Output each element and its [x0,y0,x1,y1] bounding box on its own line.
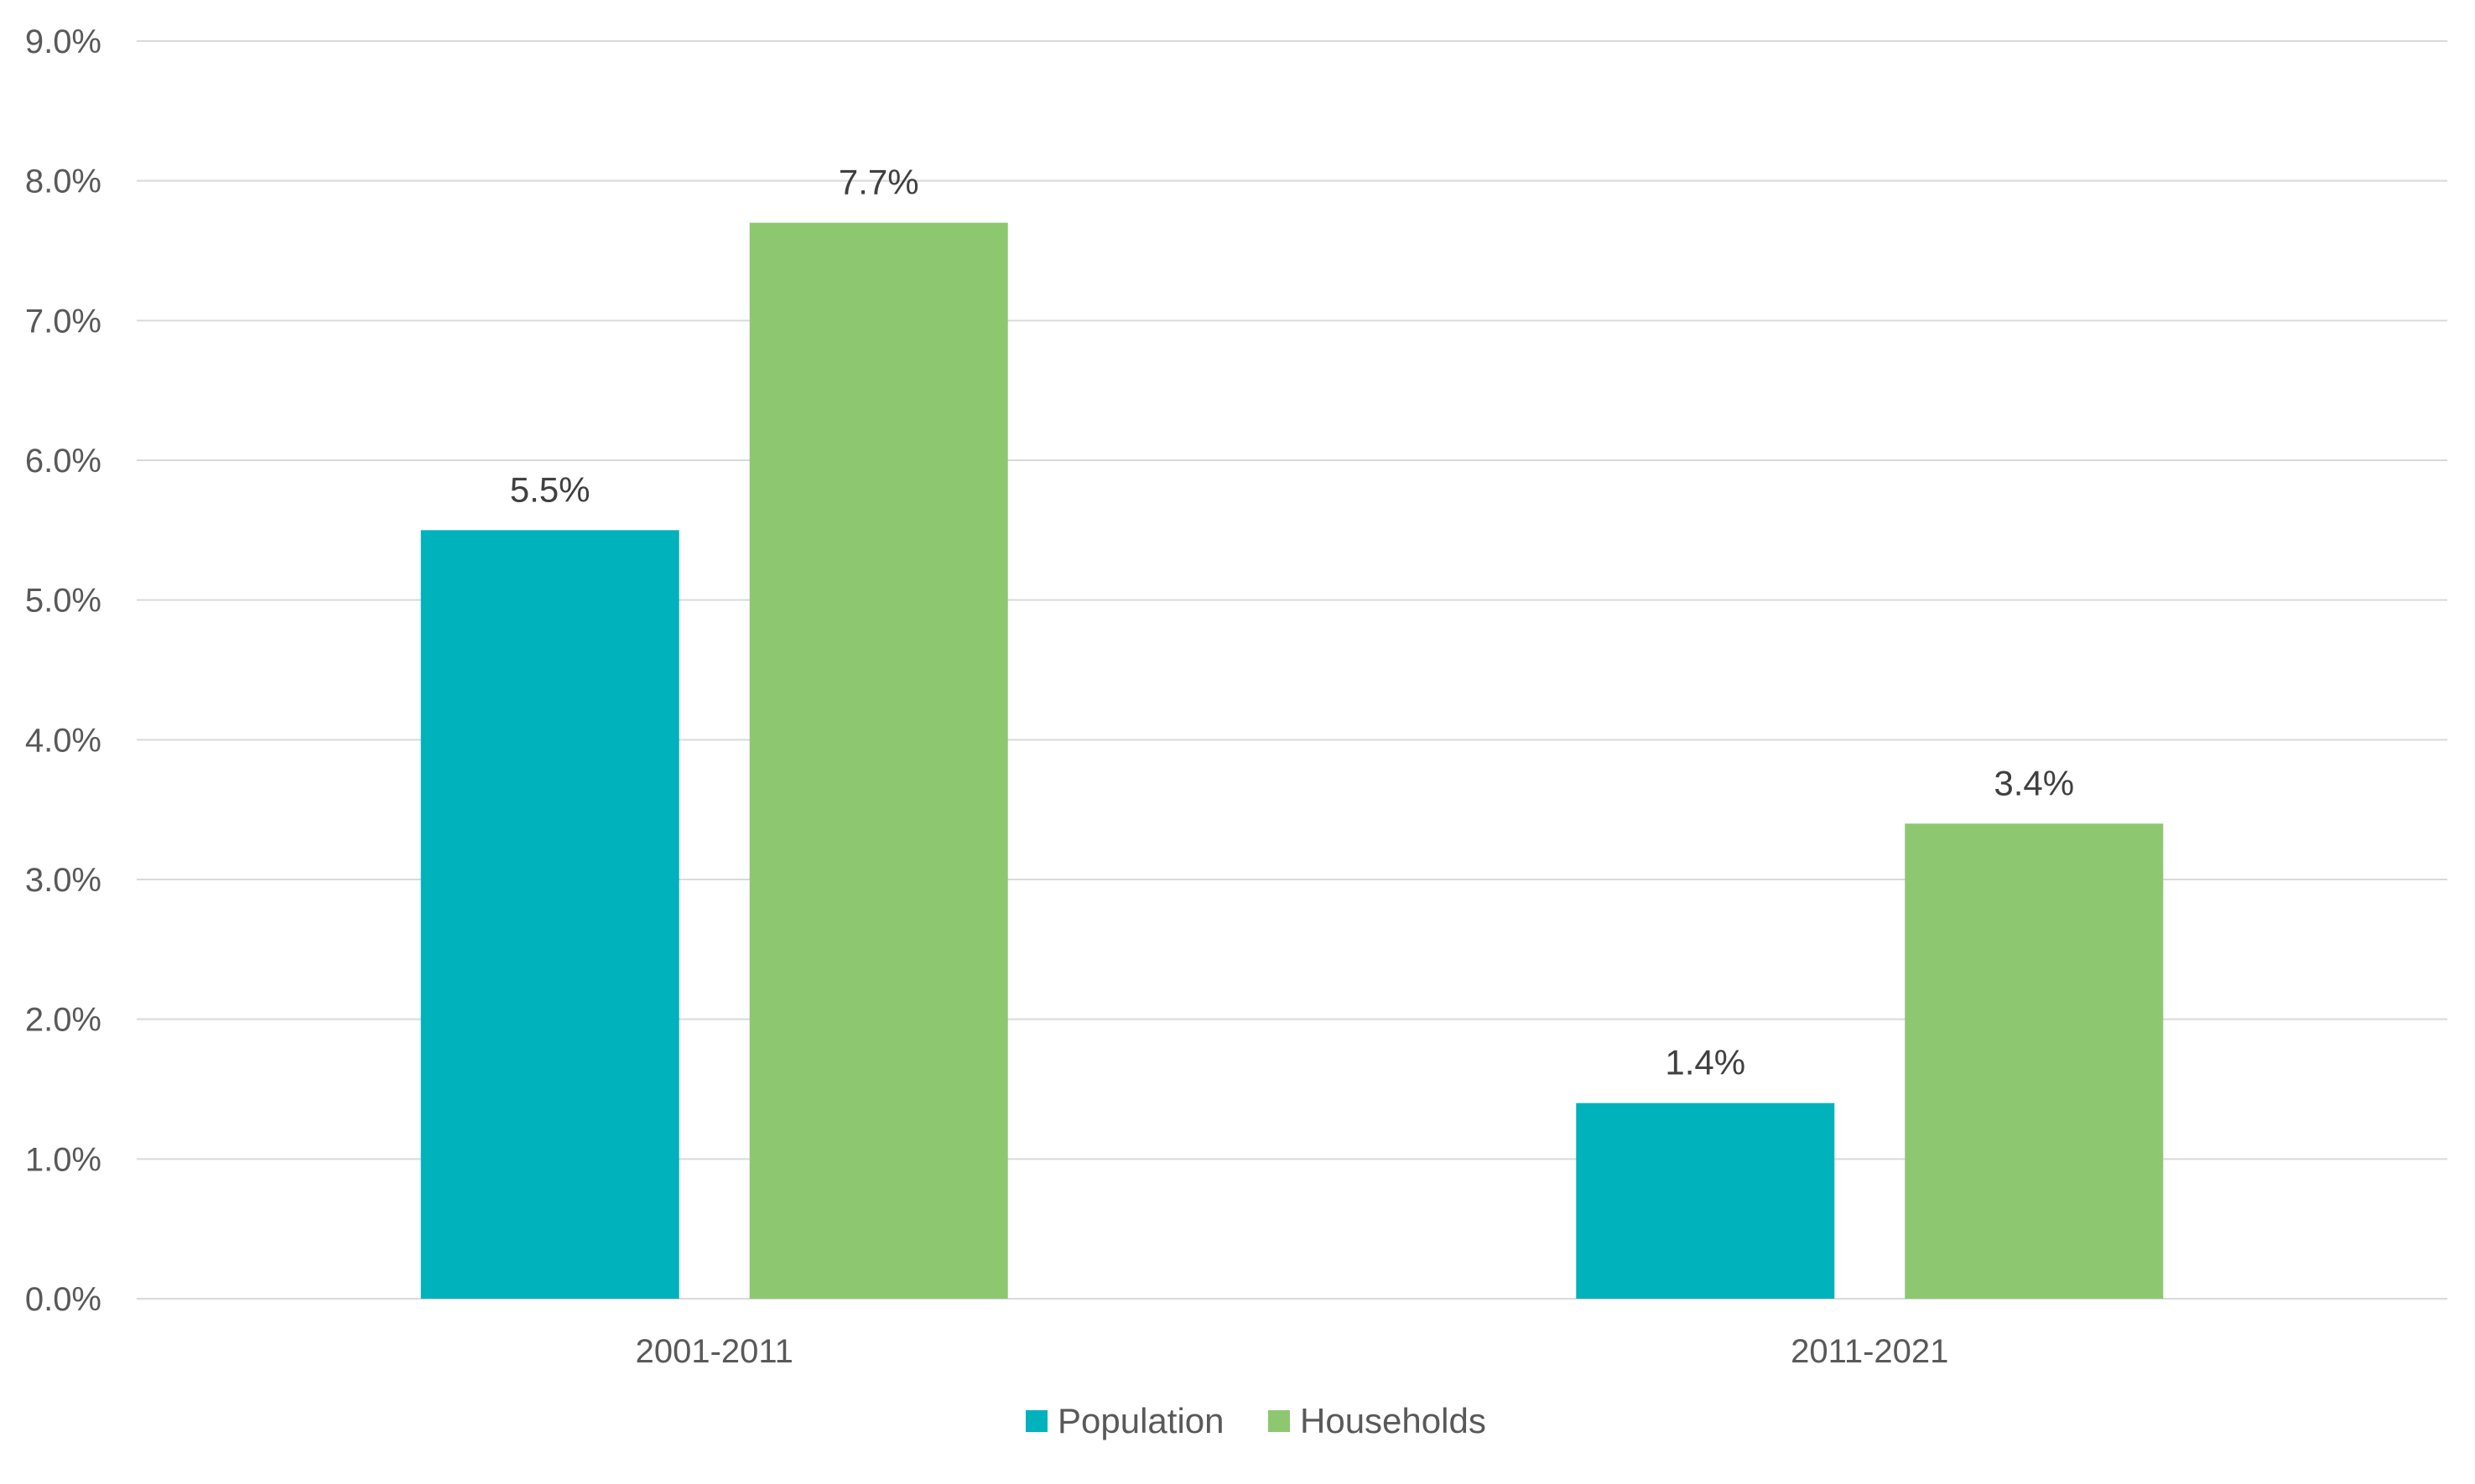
x-category-label: 2011-2021 [1791,1333,1948,1370]
y-axis-tick-labels: 0.0% 1.0% 2.0% 3.0% 4.0% 5.0% 6.0% 7.0% 8.0% 9.0% [25,23,101,1318]
legend-item-households: Households [1268,1401,1486,1440]
bar-households [749,222,1008,1300]
bar-population [420,530,679,1299]
y-tick-label: 5.0% [25,583,101,620]
data-labels: 5.5% 7.7% 1.4% 3.4% [510,163,2074,1082]
legend-label: Population [1058,1401,1225,1440]
y-tick-label: 8.0% [25,163,101,200]
y-tick-label: 2.0% [25,1002,101,1039]
legend-item-population: Population [1026,1401,1225,1440]
y-tick-label: 9.0% [25,23,101,60]
legend-swatch [1026,1410,1048,1432]
data-label: 3.4% [1994,763,2074,802]
y-tick-label: 0.0% [25,1281,101,1318]
legend: Population Households [1026,1401,1486,1440]
y-tick-label: 7.0% [25,303,101,340]
y-tick-label: 4.0% [25,722,101,759]
data-label: 1.4% [1665,1043,1745,1082]
y-tick-label: 1.0% [25,1141,101,1178]
y-tick-label: 6.0% [25,443,101,480]
legend-swatch [1268,1410,1290,1432]
y-tick-label: 3.0% [25,862,101,899]
legend-label: Households [1300,1401,1486,1440]
data-label: 5.5% [510,470,590,509]
x-category-label: 2001-2011 [636,1333,793,1370]
bars [420,222,2164,1300]
x-axis-category-labels: 2001-2011 2011-2021 [636,1333,1949,1370]
bar-households [1905,823,2164,1299]
data-label: 7.7% [839,163,919,202]
bar-population [1576,1103,1835,1299]
